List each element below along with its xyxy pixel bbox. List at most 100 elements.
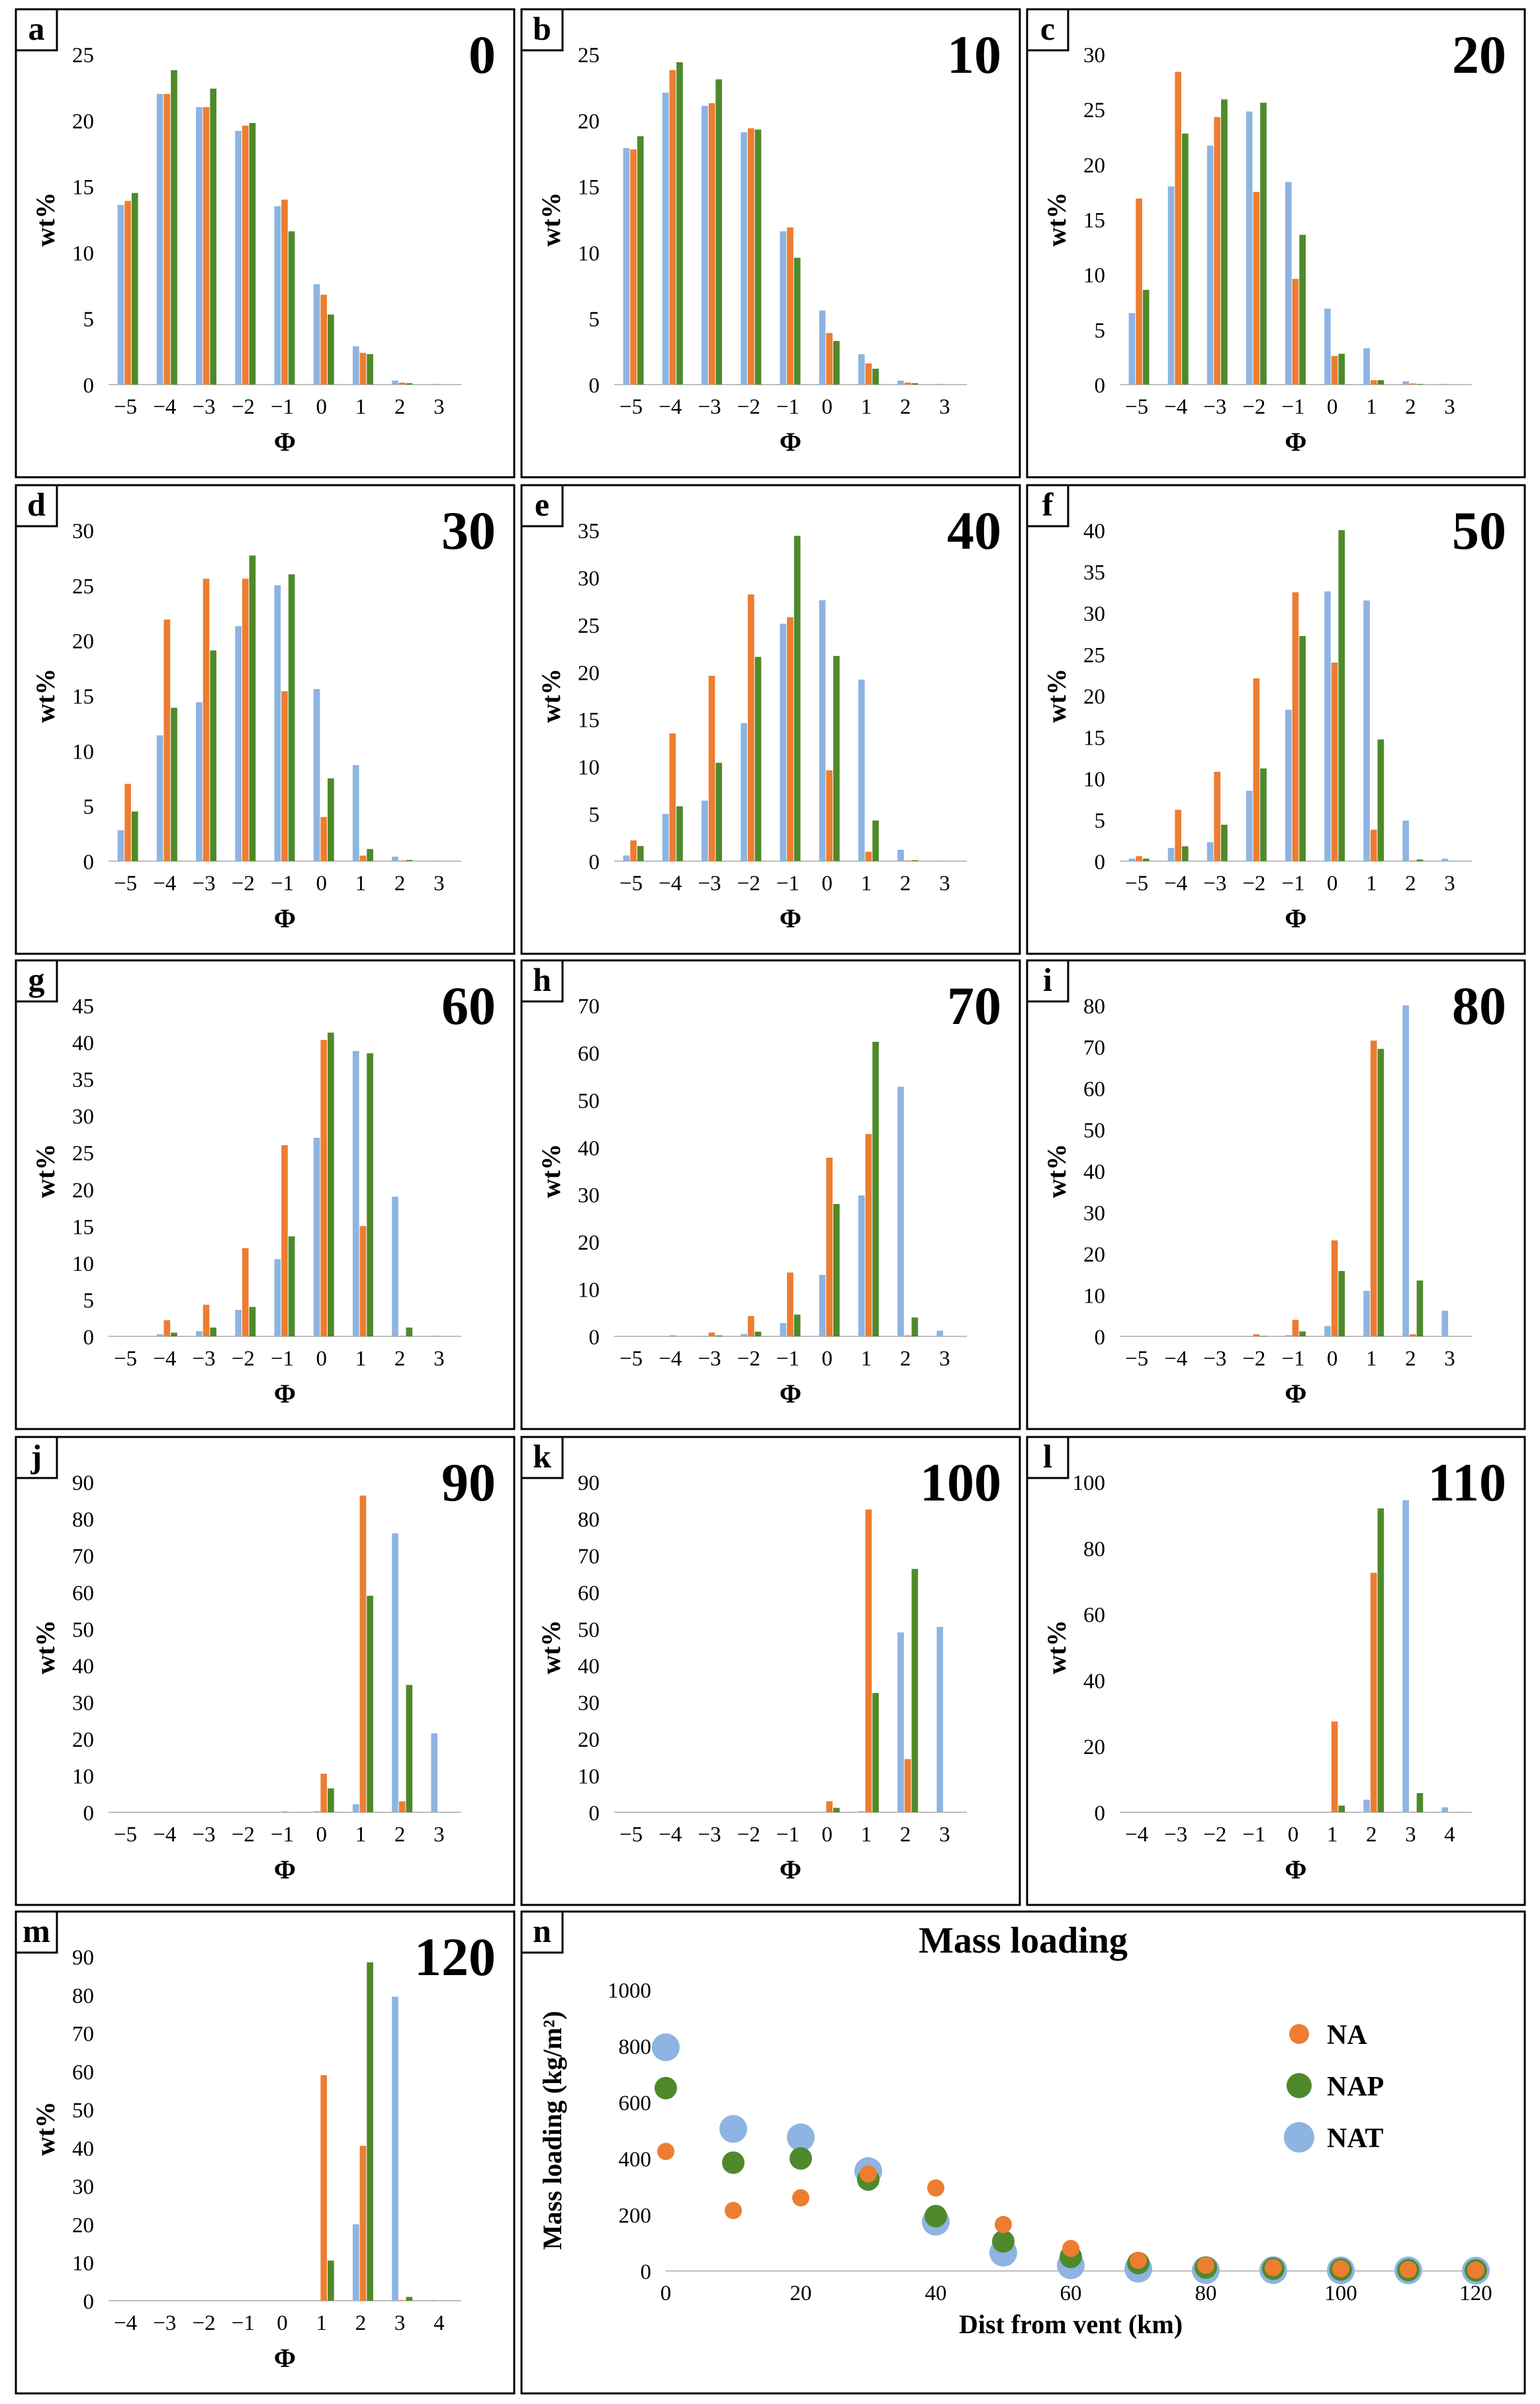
bar-nat (623, 148, 630, 385)
y-tick-label: 20 (72, 1728, 94, 1752)
x-tick-label: −3 (698, 872, 721, 896)
x-tick-label: 0 (316, 395, 327, 419)
x-tick-label: 3 (1405, 1823, 1416, 1847)
x-tick-label: −5 (619, 1823, 643, 1847)
chart-panel-a: a 0 0 5 10 15 20 25 wt% −5 −4 −3 −2 −1 0 1 2 3 Φ (15, 8, 516, 479)
y-tick-label: 25 (72, 44, 94, 68)
point-nap (790, 2147, 812, 2170)
y-tick-label: 70 (578, 1545, 600, 1569)
x-tick-label: −2 (737, 395, 760, 419)
bar-nat (196, 107, 203, 385)
y-tick-label: 15 (72, 176, 94, 200)
bar-nat (1128, 312, 1136, 385)
bar-na (1253, 191, 1260, 385)
bar-na (242, 125, 249, 385)
point-na (1400, 2260, 1417, 2278)
x-tick-label: 2 (394, 1347, 406, 1371)
x-tick-label: −1 (1281, 1347, 1304, 1371)
bar-nap (171, 708, 177, 861)
bar-na (124, 201, 131, 385)
y-tick-label: 60 (578, 1042, 600, 1066)
panel-letter-box (520, 959, 564, 1003)
y-tick-label: 5 (83, 796, 95, 819)
bar-nat (1363, 1291, 1370, 1336)
x-tick-label: −3 (1164, 1823, 1187, 1847)
panel-letter-h: h (533, 961, 551, 998)
x-tick-label: 0 (316, 1823, 327, 1847)
bar-nat (313, 689, 320, 861)
y-tick-label: 0 (589, 1802, 600, 1826)
y-axis-label: wt% (30, 1620, 60, 1674)
x-tick-label: −1 (776, 1347, 799, 1371)
y-tick-label: 10 (1083, 264, 1105, 288)
x-tick-label: −2 (737, 1347, 760, 1371)
y-tick-label: 0 (83, 851, 95, 874)
bar-na (163, 93, 171, 385)
y-tick-label: 80 (1083, 1538, 1105, 1561)
distance-label: 40 (947, 500, 1001, 561)
panel-letter-n: n (533, 1912, 551, 1949)
bar-nat (352, 1050, 359, 1336)
legend-marker-nap (1287, 2073, 1312, 2098)
bar-nap (328, 314, 334, 385)
bar-nap (328, 1033, 334, 1336)
y-tick-label: 25 (1083, 644, 1105, 668)
bar-nat (1441, 384, 1449, 385)
panel-letter-box (520, 484, 564, 528)
bar-nat (897, 849, 904, 861)
y-tick-label: 40 (72, 1032, 94, 1056)
point-nap (655, 2076, 677, 2100)
bar-nap (911, 383, 919, 385)
bar-na (281, 691, 288, 861)
y-tick-label: 25 (1083, 99, 1105, 122)
y-tick-label: 0 (83, 2290, 95, 2314)
bar-nap (328, 1788, 334, 1812)
y-tick-label: 5 (1095, 809, 1106, 833)
panel-letter-box (15, 484, 58, 528)
bar-nap (911, 1317, 919, 1336)
bar-nat (1363, 1800, 1370, 1812)
x-tick-label: −3 (698, 1347, 721, 1371)
y-tick-label: 80 (72, 1984, 94, 2008)
y-tick-label: 5 (589, 308, 600, 332)
y-axis-label: wt% (30, 669, 60, 723)
bar-nat (196, 1331, 203, 1336)
x-tick-label: 2 (394, 872, 406, 896)
panel-letter-box (15, 1436, 58, 1479)
chart-panel-k: k 100 0 10 20 30 40 50 60 70 80 90 wt% −5 −4 −3 −2 −1 0 1 2 3… (520, 1436, 1021, 1906)
y-tick-label: 40 (1083, 520, 1105, 543)
x-tick-label: −5 (114, 872, 137, 896)
panel-letter-m: m (23, 1912, 50, 1949)
bar-nat (741, 132, 747, 385)
x-tick-label: −2 (1242, 1347, 1265, 1371)
bar-nap (1377, 1508, 1384, 1812)
bar-nap (367, 1053, 373, 1336)
bar-nap (793, 1315, 801, 1336)
panel-frame (1026, 959, 1526, 1430)
panel-letter-b: b (533, 10, 551, 47)
bar-nat (196, 702, 203, 861)
bar-nap (249, 122, 256, 385)
panel-letter-box (1026, 484, 1069, 528)
bar-nap (367, 1595, 373, 1812)
x-tick-label: 1 (861, 1347, 872, 1371)
y-tick-label: 25 (72, 575, 94, 598)
point-nap (992, 2230, 1015, 2253)
point-na (995, 2215, 1012, 2233)
y-tick-label: 15 (578, 709, 600, 733)
bar-nap (793, 257, 801, 385)
bar-na (1370, 1573, 1377, 1812)
point-nat (787, 2123, 815, 2152)
panel-frame (520, 8, 1021, 479)
y-tick-label: 10 (578, 756, 600, 780)
bar-nat (780, 231, 787, 385)
x-axis-label: Φ (274, 427, 296, 457)
x-tick-label: 1 (355, 1347, 367, 1371)
x-tick-label: 0 (316, 872, 327, 896)
x-tick-label: 3 (939, 872, 950, 896)
y-tick-label: 25 (72, 1142, 94, 1166)
bar-nat (858, 679, 865, 861)
bar-nap (406, 1327, 413, 1336)
y-tick-label: 30 (72, 520, 94, 543)
y-tick-label: 30 (1083, 1202, 1105, 1226)
